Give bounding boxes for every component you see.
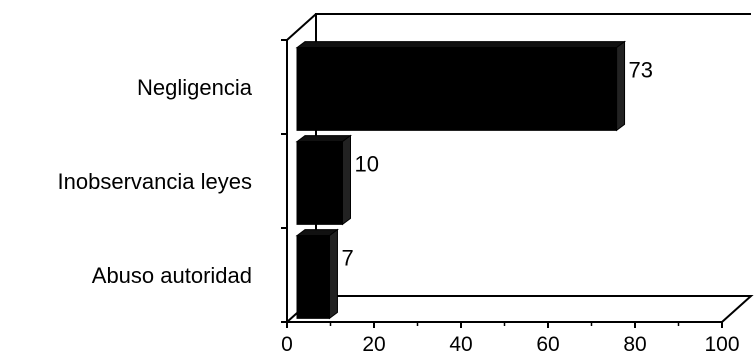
x-axis-ticks: 0 20 40 60 80 100 xyxy=(281,322,740,355)
bar-side-face xyxy=(328,228,338,320)
bar-side-face xyxy=(342,134,351,226)
bar-3 xyxy=(295,228,339,320)
category-label: Negligencia xyxy=(137,75,253,100)
data-label: 10 xyxy=(355,152,379,177)
bar-top-face xyxy=(295,41,627,49)
x-tick-label: 100 xyxy=(704,333,739,355)
x-tick-label: 40 xyxy=(449,333,472,355)
data-labels: 73 10 7 xyxy=(341,58,653,271)
side-wall-top-edge xyxy=(286,13,317,41)
bar-side-face xyxy=(616,40,626,132)
data-label: 7 xyxy=(341,246,353,271)
category-label: Abuso autoridad xyxy=(92,263,252,288)
bar-front-face xyxy=(296,47,618,131)
bar-front-face xyxy=(296,235,330,319)
x-tick-label: 60 xyxy=(536,333,559,355)
x-tick-label: 0 xyxy=(281,333,293,355)
floor-outline xyxy=(286,295,754,323)
x-tick-label: 20 xyxy=(362,333,385,355)
bar-top-face xyxy=(295,135,352,143)
category-labels: Negligencia Inobservancia leyes Abuso auto… xyxy=(58,75,253,288)
bar-front-face xyxy=(296,141,343,225)
bar-2 xyxy=(295,134,352,226)
data-label: 73 xyxy=(629,58,653,83)
category-label: Inobservancia leyes xyxy=(58,169,252,194)
bar-1 xyxy=(295,40,627,132)
bars-group xyxy=(295,40,627,320)
x-tick-label: 80 xyxy=(623,333,646,355)
